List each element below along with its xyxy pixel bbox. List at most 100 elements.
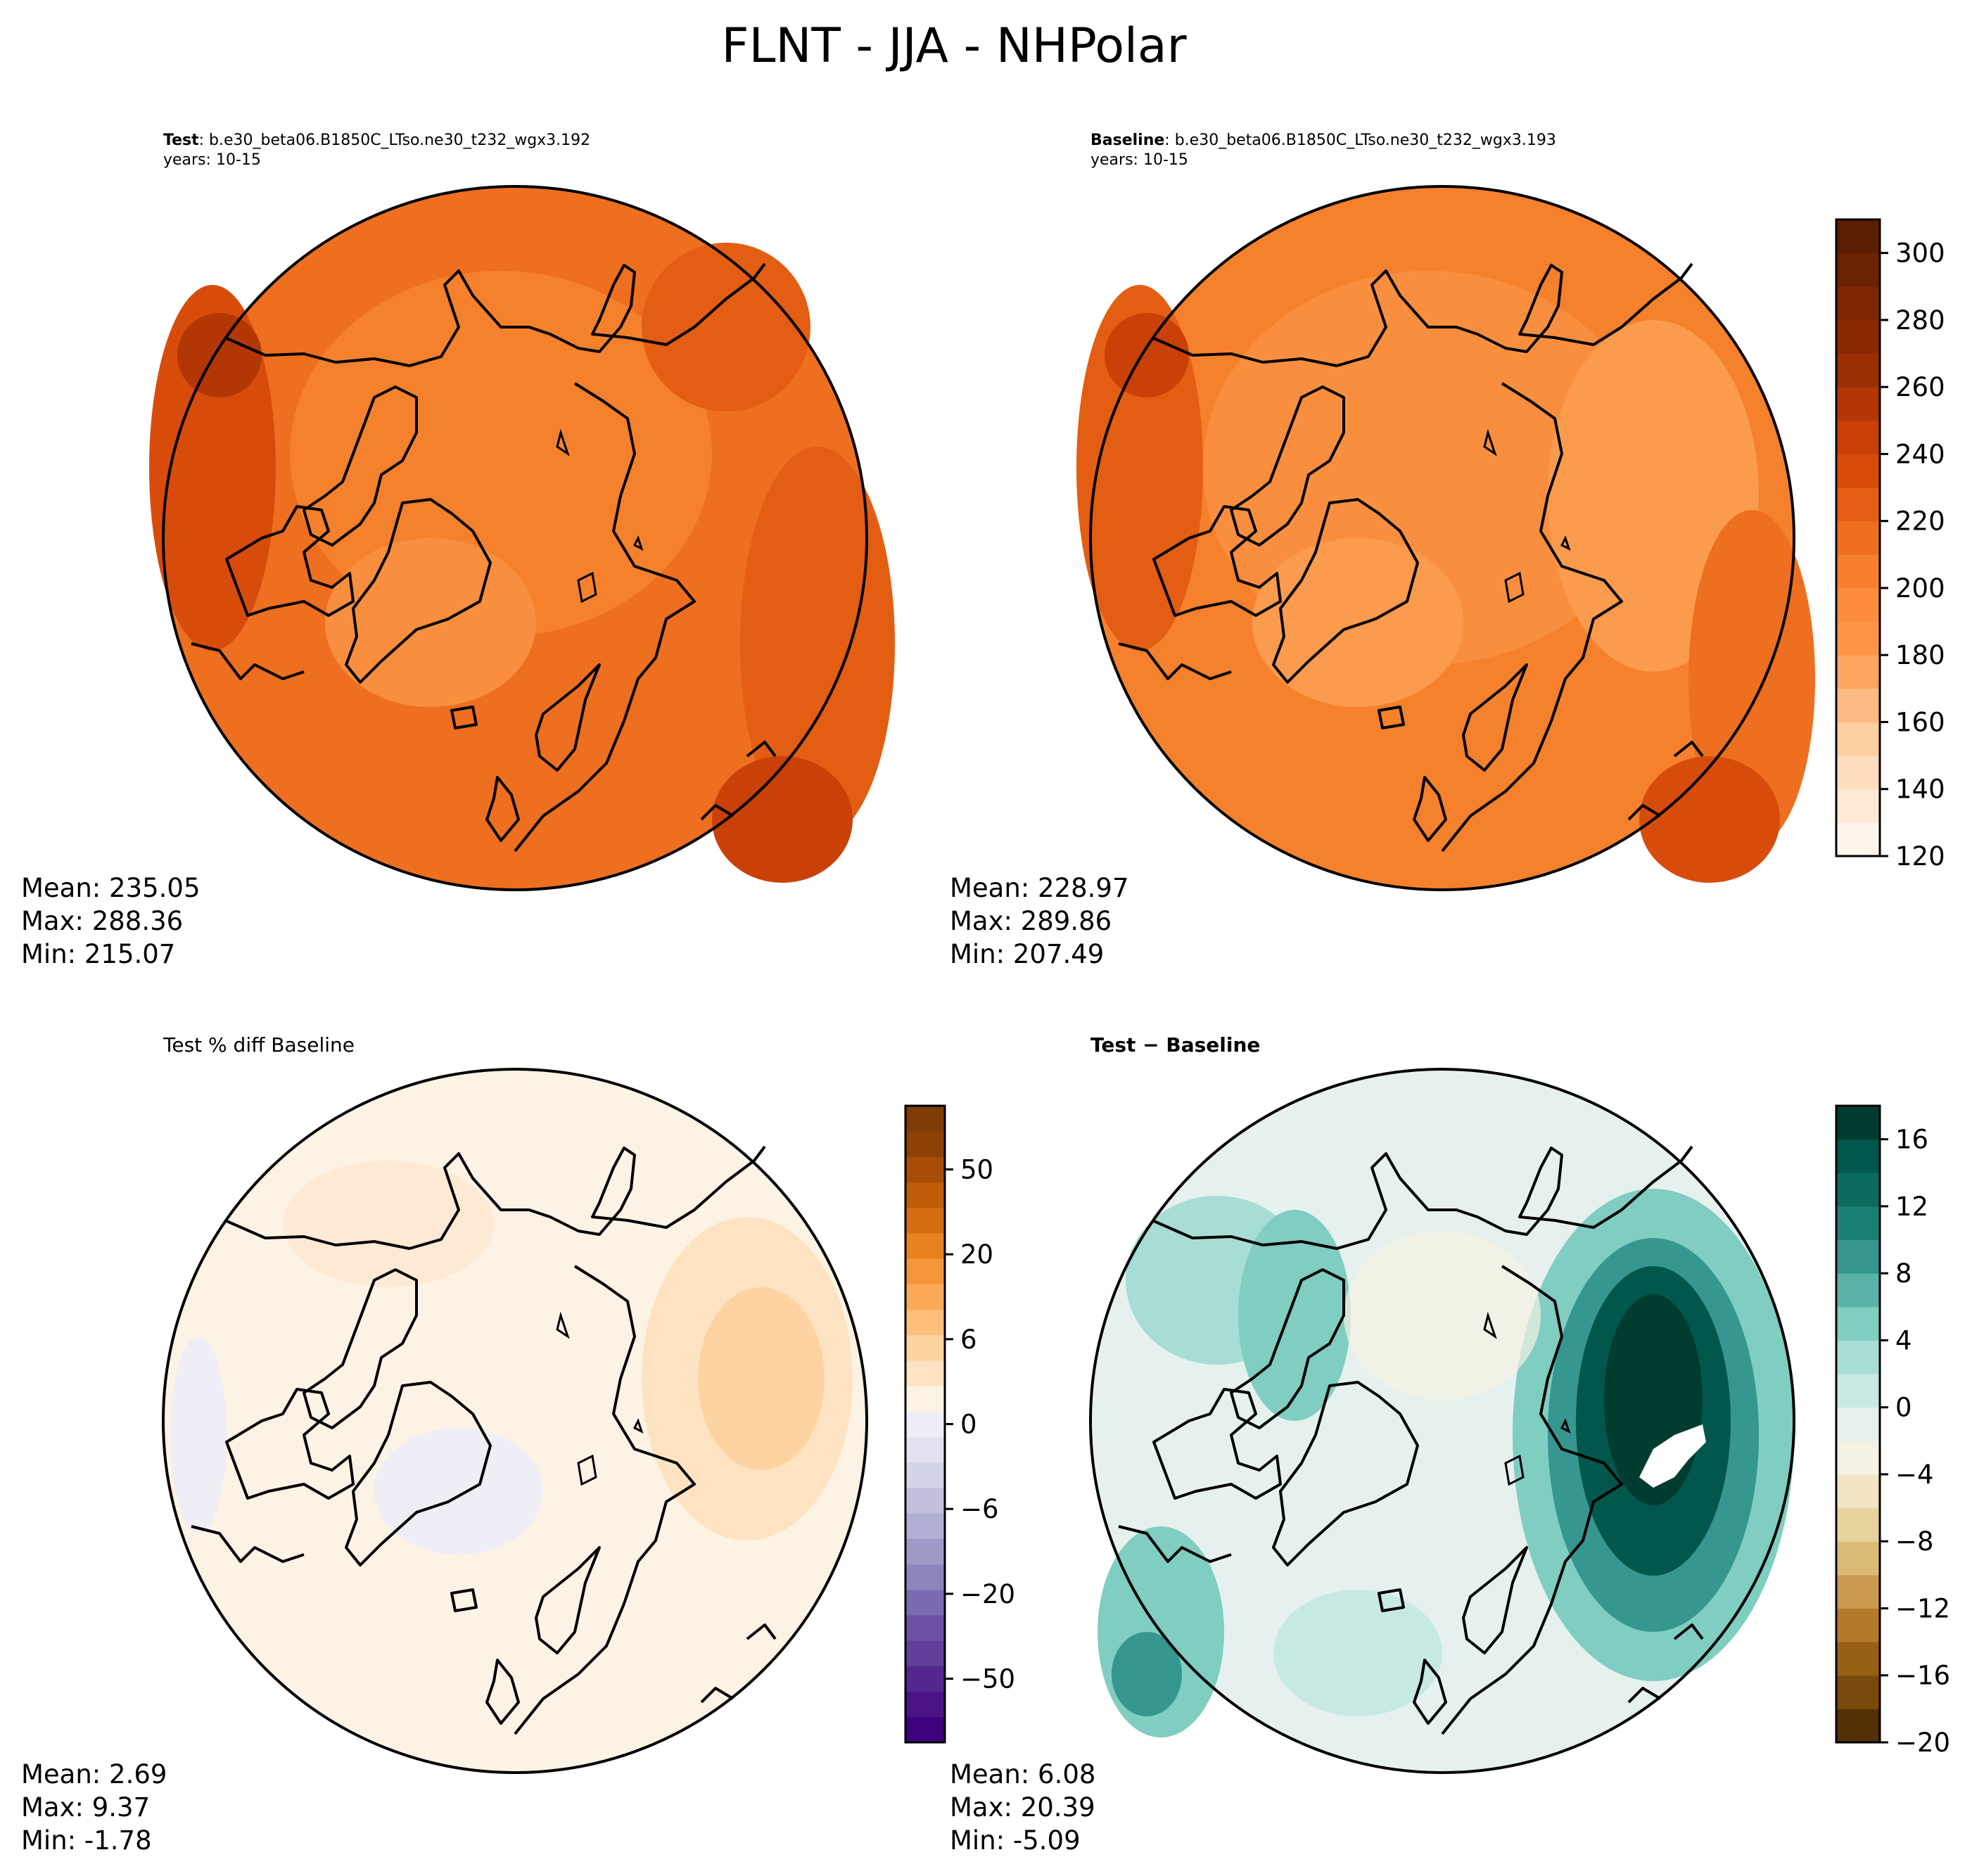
test-map: [149, 185, 895, 891]
test-label: Test: [163, 132, 199, 149]
colorbar-diff-swatch: [1836, 1675, 1880, 1709]
test-stat-max: Max: 288.36: [21, 906, 183, 936]
baseline-case-name: : b.e30_beta06.B1850C_LTso.ne30_t232_wgx…: [1164, 132, 1556, 149]
colorbar-main-tick-label: 160: [1895, 707, 1945, 737]
colorbar-pct-tick-label: 6: [960, 1325, 977, 1355]
colorbar-diff-tick-label: −16: [1895, 1661, 1950, 1691]
colorbar-diff: −20 −16 −12 −8 −4 0 4 8 12 16: [1835, 1104, 1950, 1758]
colorbar-pct: −50 −20 −6 0 6 20 50: [904, 1104, 1015, 1744]
colorbar-main-tick-label: 300: [1895, 238, 1945, 269]
colorbar-pct-swatch: [905, 1386, 945, 1412]
colorbar-main-tick-label: 120: [1895, 841, 1945, 872]
colorbar-main-swatch: [1836, 521, 1880, 555]
colorbar-diff-swatch: [1836, 1507, 1880, 1542]
pct-diff-stat-mean: Mean: 2.69: [21, 1759, 167, 1789]
colorbar-diff-swatch: [1836, 1541, 1880, 1576]
test-stat-min: Min: 215.07: [21, 939, 175, 969]
diff-map: [1089, 1068, 1795, 1774]
diff-stat-mean: Mean: 6.08: [950, 1759, 1095, 1789]
panel-baseline: Baseline: b.e30_beta06.B1850C_LTso.ne30_…: [950, 132, 1815, 969]
colorbar-diff-tick-label: 8: [1895, 1258, 1912, 1289]
diff-title: Test − Baseline: [1090, 1033, 1260, 1057]
colorbar-main-swatch: [1836, 587, 1880, 623]
colorbar-pct-swatch: [905, 1131, 945, 1157]
pct-diff-title: Test % diff Baseline: [163, 1033, 355, 1057]
colorbar-pct-swatch: [905, 1538, 945, 1565]
colorbar-main-swatch: [1836, 722, 1880, 756]
colorbar-diff-swatch: [1836, 1106, 1880, 1140]
colorbar-pct-swatch: [905, 1462, 945, 1488]
colorbar-main-swatch: [1836, 789, 1880, 823]
colorbar-diff-tick-label: 12: [1895, 1192, 1928, 1222]
baseline-stat-min: Min: 207.49: [950, 939, 1104, 969]
colorbar-diff-swatch: [1836, 1574, 1880, 1609]
colorbar-diff-swatch: [1836, 1709, 1880, 1743]
colorbar-pct-swatch: [905, 1436, 945, 1463]
colorbar-diff-swatch: [1836, 1239, 1880, 1274]
colorbar-pct-swatch: [905, 1334, 945, 1361]
test-stat-mean: Mean: 235.05: [21, 873, 201, 903]
panel-pct-diff: Test % diff Baseline Mean: 2.69 Max: 9.3…: [21, 1033, 868, 1856]
colorbar-main-tick-label: 140: [1895, 774, 1945, 805]
colorbar-pct-tick-label: −6: [960, 1494, 999, 1524]
colorbar-pct-tick-label: 0: [960, 1410, 977, 1440]
colorbar-diff-tick-label: 16: [1895, 1125, 1928, 1155]
baseline-years: years: 10-15: [1090, 151, 1188, 169]
colorbar-main-tick-label: 180: [1895, 640, 1945, 670]
colorbar-pct-swatch: [905, 1411, 945, 1438]
colorbar-pct-swatch: [905, 1233, 945, 1259]
baseline-label: Baseline: [1090, 132, 1164, 149]
colorbar-pct-swatch: [905, 1716, 945, 1743]
colorbar-diff-tick-label: −12: [1895, 1593, 1950, 1623]
colorbar-pct-swatch: [905, 1207, 945, 1234]
colorbar-diff-tick-label: 0: [1895, 1393, 1912, 1423]
colorbar-pct-swatch: [905, 1615, 945, 1641]
colorbar-pct-tick-label: 50: [960, 1155, 993, 1185]
colorbar-pct-swatch: [905, 1258, 945, 1284]
colorbar-main-swatch: [1836, 655, 1880, 689]
pct-diff-stat-min: Min: -1.78: [21, 1825, 152, 1856]
colorbar-main-swatch: [1836, 454, 1880, 488]
panel-diff: Test − Baseline Mean: 6.08 Max: 20.39 Mi…: [950, 1033, 1795, 1856]
panel-test: Test: b.e30_beta06.B1850C_LTso.ne30_t232…: [21, 132, 895, 969]
pct-diff-stat-max: Max: 9.37: [21, 1792, 150, 1823]
pct-diff-map: [162, 1068, 868, 1774]
colorbar-main-tick-label: 260: [1895, 372, 1945, 402]
colorbar-main-swatch: [1836, 286, 1880, 321]
colorbar-pct-swatch: [905, 1488, 945, 1514]
colorbar-pct-swatch: [905, 1691, 945, 1718]
colorbar-diff-swatch: [1836, 1441, 1880, 1475]
colorbar-diff-swatch: [1836, 1608, 1880, 1642]
colorbar-pct-swatch: [905, 1182, 945, 1208]
colorbar-pct-swatch: [905, 1309, 945, 1336]
colorbar-main-swatch: [1836, 822, 1880, 857]
colorbar-diff-tick-label: 4: [1895, 1325, 1912, 1355]
colorbar-main-tick-label: 200: [1895, 573, 1945, 604]
baseline-map: [1076, 185, 1815, 891]
colorbar-pct-swatch: [905, 1564, 945, 1590]
colorbar-pct-swatch: [905, 1360, 945, 1386]
colorbar-diff-swatch: [1836, 1340, 1880, 1374]
baseline-stat-mean: Mean: 228.97: [950, 873, 1129, 903]
colorbar-main-swatch: [1836, 688, 1880, 722]
colorbar-diff-swatch: [1836, 1407, 1880, 1441]
colorbar-diff-swatch: [1836, 1474, 1880, 1509]
colorbar-main-swatch: [1836, 420, 1880, 454]
baseline-stat-max: Max: 289.86: [950, 906, 1112, 936]
colorbar-main-tick-label: 240: [1895, 439, 1945, 469]
colorbar-main-swatch: [1836, 219, 1880, 254]
test-years: years: 10-15: [163, 151, 261, 169]
colorbar-main-swatch: [1836, 387, 1880, 421]
colorbar-pct-tick-label: −50: [960, 1664, 1015, 1695]
colorbar-diff-tick-label: −4: [1895, 1460, 1934, 1490]
test-header: Test: b.e30_beta06.B1850C_LTso.ne30_t232…: [163, 132, 590, 149]
colorbar-pct-swatch: [905, 1640, 945, 1666]
colorbar-diff-swatch: [1836, 1206, 1880, 1241]
diff-stat-max: Max: 20.39: [950, 1792, 1095, 1823]
colorbar-diff-swatch: [1836, 1642, 1880, 1676]
test-case-name: : b.e30_beta06.B1850C_LTso.ne30_t232_wgx…: [199, 132, 591, 149]
colorbar-pct-swatch: [905, 1513, 945, 1539]
colorbar-main-swatch: [1836, 487, 1880, 522]
colorbar-diff-swatch: [1836, 1306, 1880, 1341]
